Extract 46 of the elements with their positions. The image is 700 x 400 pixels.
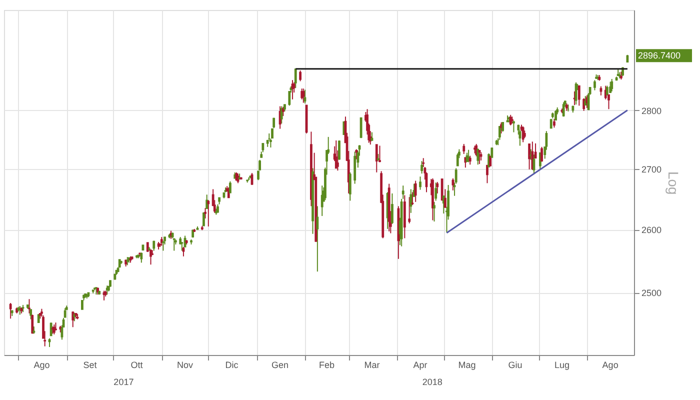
candlestick bbox=[594, 80, 596, 91]
y-tick-label: 2700 bbox=[642, 164, 662, 174]
text: 2896.7400 bbox=[638, 50, 681, 61]
candlestick bbox=[64, 308, 66, 318]
candlestick bbox=[152, 240, 156, 252]
x-tick-label: Lug bbox=[554, 360, 570, 370]
x-tick-label: Apr bbox=[413, 360, 428, 370]
candlestick bbox=[202, 212, 205, 226]
candlestick bbox=[419, 176, 422, 190]
candlestick bbox=[462, 143, 466, 154]
x-tick-label: Mag bbox=[458, 360, 476, 370]
x-tick-label: Ago bbox=[602, 360, 618, 370]
y-axis-title: Log bbox=[666, 171, 682, 195]
y-tick-label: 2600 bbox=[642, 225, 662, 236]
candlestick bbox=[512, 120, 515, 133]
candlestick bbox=[554, 110, 557, 121]
candlestick bbox=[433, 201, 436, 222]
candlestick bbox=[338, 140, 340, 160]
candlestick bbox=[207, 200, 210, 227]
text: 2018 bbox=[422, 377, 442, 387]
candlestick bbox=[316, 206, 319, 272]
x-tick-label: Gen bbox=[272, 360, 289, 370]
candlestick bbox=[402, 185, 404, 200]
x-tick-label: Feb bbox=[319, 360, 335, 370]
candlestick bbox=[391, 192, 394, 224]
y-tick-label: 2800 bbox=[642, 106, 662, 116]
candlestick bbox=[162, 240, 164, 252]
x-tick-label: Ott bbox=[130, 360, 144, 370]
candlestick bbox=[360, 117, 362, 139]
x-tick-label: Set bbox=[83, 360, 98, 370]
x-tick-label: Dic bbox=[225, 360, 239, 370]
x-tick-label: Giu bbox=[508, 360, 522, 370]
candlestick bbox=[436, 181, 439, 194]
candlestick bbox=[610, 78, 614, 92]
candlestick bbox=[600, 86, 602, 96]
x-tick-label: Nov bbox=[177, 360, 194, 370]
candlestick bbox=[456, 152, 459, 166]
candlestick bbox=[354, 151, 356, 184]
candlestick bbox=[528, 143, 530, 170]
x-tick-label: Ago bbox=[34, 360, 50, 370]
candlestick bbox=[299, 70, 302, 82]
x-tick-label: Mar bbox=[364, 360, 380, 370]
text: 2017 bbox=[114, 377, 134, 387]
candlestick bbox=[229, 180, 232, 194]
candlestick bbox=[540, 146, 543, 162]
y-tick-label: 2500 bbox=[642, 288, 662, 298]
